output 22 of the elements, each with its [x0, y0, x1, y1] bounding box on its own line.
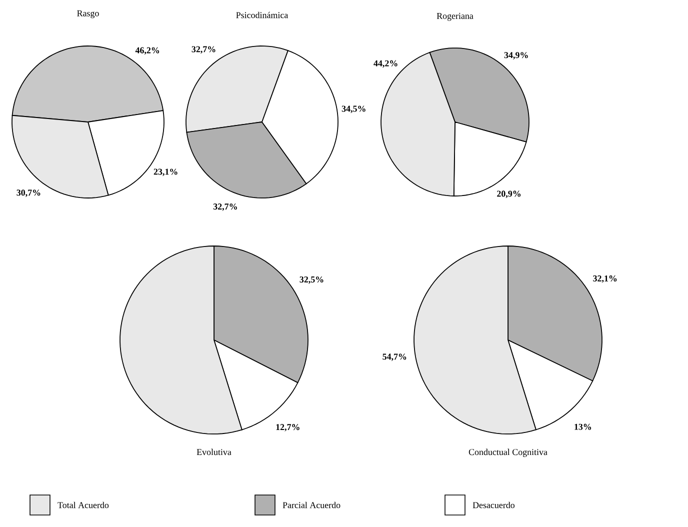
- chart-title: Rogeriana: [436, 12, 474, 21]
- data-label: 13%: [574, 424, 592, 430]
- data-label: 54,7%: [382, 354, 406, 361]
- data-label: 32,1%: [593, 275, 617, 283]
- chart-title: Psicodinámica: [236, 12, 288, 18]
- text: Conductual Cognitiva: [468, 448, 548, 457]
- data-label: 12,7%: [276, 424, 300, 432]
- data-label: 46,2%: [135, 47, 160, 55]
- data-label: 30,7%: [16, 190, 40, 197]
- data-label: 32,7%: [213, 204, 237, 211]
- data-label: 34,5%: [342, 106, 366, 114]
- data-label: 32,5%: [300, 276, 324, 284]
- data-label: 44,2%: [374, 60, 398, 68]
- data-label: 34,9%: [504, 52, 528, 60]
- legend-label: Parcial Acuerdo: [282, 502, 340, 508]
- data-label: 20,9%: [497, 190, 521, 198]
- chart-title: Rasgo: [77, 10, 99, 18]
- data-label: 32,7%: [192, 46, 216, 54]
- data-label: 23,1%: [154, 168, 178, 176]
- legend-label: Total Acuerdo: [58, 502, 109, 508]
- text: Evolutiva: [196, 448, 232, 456]
- legend-label: Desacuerdo: [472, 502, 515, 508]
